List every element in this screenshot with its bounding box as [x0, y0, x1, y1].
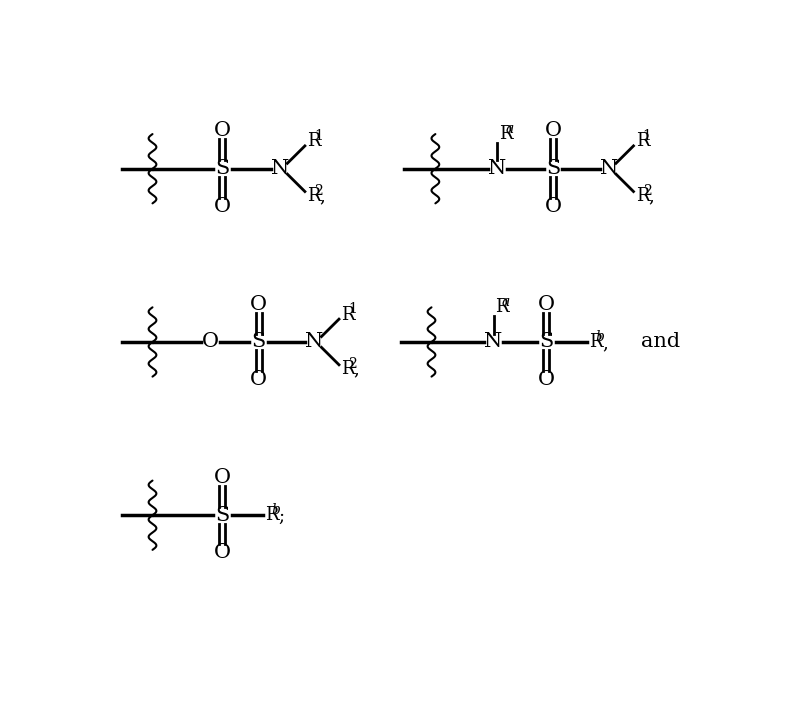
Text: N: N	[271, 159, 289, 178]
Text: S: S	[546, 159, 560, 178]
Text: a: a	[506, 122, 514, 135]
Text: O: O	[214, 468, 231, 487]
Text: R: R	[589, 333, 602, 351]
Text: N: N	[488, 159, 506, 178]
Text: O: O	[538, 370, 555, 389]
Text: O: O	[214, 197, 231, 216]
Text: b: b	[596, 329, 604, 344]
Text: O: O	[538, 294, 555, 314]
Text: a: a	[502, 295, 510, 309]
Text: O: O	[545, 121, 562, 140]
Text: N: N	[305, 332, 324, 352]
Text: S: S	[539, 332, 553, 352]
Text: b: b	[272, 503, 281, 517]
Text: ,: ,	[648, 187, 654, 205]
Text: 1: 1	[643, 129, 652, 143]
Text: O: O	[250, 370, 267, 389]
Text: O: O	[545, 197, 562, 216]
Text: S: S	[252, 332, 266, 352]
Text: O: O	[214, 543, 231, 563]
Text: ;: ;	[279, 508, 285, 525]
Text: O: O	[250, 294, 267, 314]
Text: S: S	[215, 506, 230, 525]
Text: S: S	[215, 159, 230, 178]
Text: N: N	[484, 332, 502, 352]
Text: R: R	[495, 298, 509, 317]
Text: R: R	[307, 187, 321, 205]
Text: 2: 2	[643, 184, 652, 198]
Text: 2: 2	[348, 357, 357, 371]
Text: and: and	[641, 332, 680, 352]
Text: R: R	[499, 125, 512, 143]
Text: 1: 1	[314, 129, 323, 143]
Text: R: R	[265, 506, 278, 524]
Text: N: N	[600, 159, 618, 178]
Text: ,: ,	[603, 334, 608, 352]
Text: R: R	[636, 187, 649, 205]
Text: R: R	[636, 133, 649, 150]
Text: 2: 2	[314, 184, 323, 198]
Text: O: O	[202, 332, 219, 352]
Text: R: R	[341, 306, 354, 324]
Text: ,: ,	[354, 360, 359, 379]
Text: R: R	[307, 133, 321, 150]
Text: 1: 1	[348, 302, 357, 316]
Text: ,: ,	[320, 187, 325, 205]
Text: O: O	[214, 121, 231, 140]
Text: R: R	[341, 360, 354, 379]
